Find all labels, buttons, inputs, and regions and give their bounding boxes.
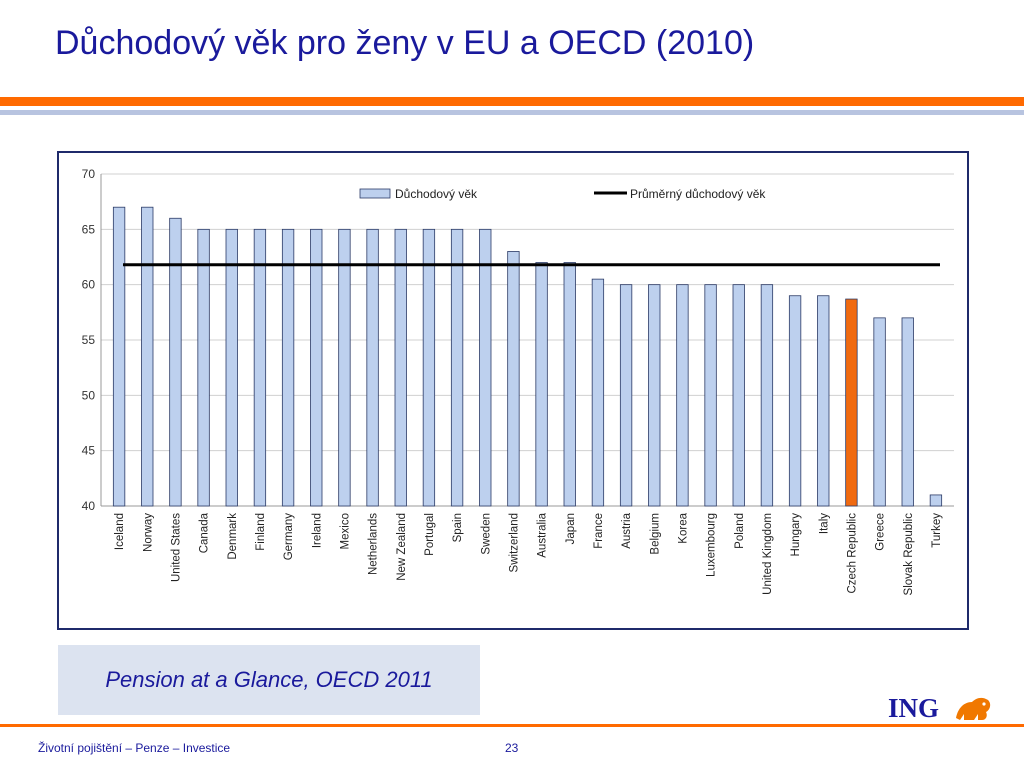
x-tick-label: Germany	[283, 513, 295, 561]
bar	[281, 228, 295, 507]
bar	[141, 206, 154, 507]
x-tick-label: United States	[170, 513, 182, 582]
x-tick-label: Norway	[142, 513, 154, 552]
lion-icon	[956, 697, 991, 720]
x-tick-label: Italy	[818, 513, 830, 534]
x-tick-label: France	[593, 513, 605, 549]
bar	[901, 317, 914, 507]
y-tick-label: 55	[82, 333, 96, 347]
bar	[676, 284, 689, 507]
bar	[112, 206, 126, 507]
x-tick-label: Czech Republic	[846, 513, 858, 594]
x-tick-label: Austria	[621, 512, 633, 548]
chart-frame: 40 45 50 55 60 65 70 Iceland Norway United States…	[57, 151, 969, 630]
x-tick-label: Luxembourg	[706, 513, 718, 577]
y-tick-label: 60	[82, 278, 96, 292]
x-tick-label: United Kingdom	[762, 513, 774, 595]
x-tick-label: Turkey	[931, 513, 943, 548]
x-tick-label: Iceland	[114, 513, 126, 550]
bar	[732, 284, 745, 507]
y-tick-label: 45	[82, 444, 96, 458]
bar	[253, 228, 267, 507]
bar	[591, 278, 605, 507]
x-tick-label: Netherlands	[368, 513, 380, 575]
x-tick-label: Slovak Republic	[903, 513, 915, 596]
y-tick-label: 40	[82, 499, 96, 513]
x-tick-label: Mexico	[339, 513, 351, 549]
bar	[197, 228, 210, 507]
bar	[873, 317, 886, 507]
logo-text: ING	[888, 693, 940, 723]
bar	[394, 228, 407, 507]
x-tick-label: Sweden	[480, 513, 492, 555]
bar	[563, 262, 576, 507]
x-tick-label: Greece	[875, 513, 887, 551]
bar	[422, 228, 436, 507]
x-tick-label: Hungary	[790, 513, 802, 557]
bar	[225, 228, 238, 507]
x-tick-label: Korea	[677, 512, 689, 543]
bar	[338, 228, 351, 507]
bar	[788, 295, 802, 507]
legend-label-bars: Důchodový věk	[395, 187, 478, 201]
slide-title: Důchodový věk pro ženy v EU a OECD (2010…	[55, 24, 755, 62]
retirement-age-chart: 40 45 50 55 60 65 70 Iceland Norway United States…	[82, 167, 954, 596]
x-tick-label: Portugal	[424, 513, 436, 556]
x-tick-label: Ireland	[311, 513, 323, 548]
x-tick-label: Canada	[199, 512, 211, 553]
bar	[817, 295, 830, 507]
x-tick-label: Australia	[537, 512, 549, 557]
x-tick-label: Poland	[734, 513, 746, 549]
legend-label-average: Průměrný důchodový věk	[630, 187, 766, 201]
x-tick-label: Finland	[255, 513, 267, 551]
y-tick-label: 50	[82, 388, 96, 402]
x-tick-label: Belgium	[649, 513, 661, 555]
x-tick-label: Spain	[452, 513, 464, 542]
bar	[648, 284, 661, 507]
title-underline-orange	[0, 97, 1024, 106]
footer-text: Životní pojištění – Penze – Investice	[38, 741, 231, 755]
bar	[450, 228, 464, 507]
bar	[929, 494, 943, 507]
bar	[845, 298, 858, 507]
bar	[619, 284, 633, 507]
bar	[760, 284, 774, 507]
legend-swatch-bars	[359, 188, 391, 199]
y-tick-label: 70	[82, 167, 96, 181]
x-tick-label: Denmark	[227, 513, 239, 560]
source-box: Pension at a Glance, OECD 2011	[58, 645, 480, 715]
bar	[169, 217, 182, 507]
source-text: Pension at a Glance, OECD 2011	[105, 667, 433, 692]
footer-line	[0, 724, 1024, 727]
ing-logo: ING	[888, 690, 998, 726]
x-tick-label: New Zealand	[396, 513, 408, 581]
bar	[366, 228, 379, 507]
bar	[479, 228, 492, 507]
x-tick-label: Switzerland	[508, 513, 520, 572]
bar	[507, 251, 520, 507]
bar	[535, 262, 548, 507]
title-underline-blue	[0, 110, 1024, 115]
y-tick-label: 65	[82, 222, 96, 236]
bar	[310, 228, 323, 507]
bar	[704, 284, 717, 507]
x-tick-label: Japan	[565, 513, 577, 544]
page-number: 23	[505, 741, 519, 755]
